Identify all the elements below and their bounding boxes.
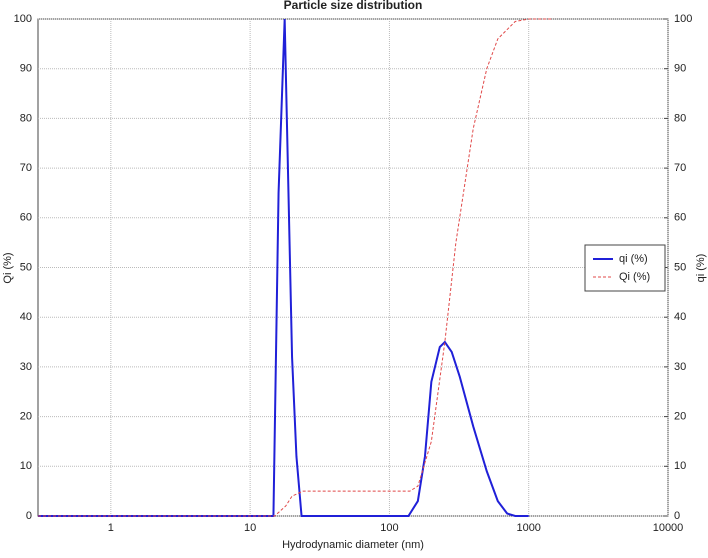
y-tick-label: 90 <box>20 63 32 75</box>
chart-title: Particle size distribution <box>284 0 423 12</box>
y2-tick-label: 60 <box>674 212 686 224</box>
x-tick-label: 1 <box>108 522 114 534</box>
y2-tick-label: 80 <box>674 112 686 124</box>
line <box>38 18 529 517</box>
y2-tick-label: 100 <box>674 13 692 25</box>
legend-box <box>584 244 666 292</box>
y-tick-label: 80 <box>20 112 32 124</box>
y-tick-label: 0 <box>26 510 32 522</box>
x-tick-label: 10000 <box>653 522 684 534</box>
y-tick-label: 50 <box>20 261 32 273</box>
y-tick-label: 40 <box>20 311 32 323</box>
legend-label: Qi (%) <box>619 271 650 283</box>
x-axis-label: Hydrodynamic diameter (nm) <box>282 539 424 551</box>
y2-tick-label: 70 <box>674 162 686 174</box>
y-tick-label: 30 <box>20 361 32 373</box>
y-axis-label: Qi (%) <box>2 252 14 283</box>
y2-axis-label: qi (%) <box>695 254 707 283</box>
y2-tick-label: 30 <box>674 361 686 373</box>
y-tick-label: 100 <box>14 13 32 25</box>
y2-tick-label: 20 <box>674 411 686 423</box>
x-tick-label: 10 <box>244 522 256 534</box>
y2-tick-label: 50 <box>674 261 686 273</box>
y2-tick-label: 40 <box>674 311 686 323</box>
x-tick-label: 100 <box>380 522 398 534</box>
y2-tick-label: 10 <box>674 460 686 472</box>
y-tick-label: 20 <box>20 411 32 423</box>
x-tick-label: 1000 <box>516 522 540 534</box>
y2-tick-label: 0 <box>674 510 680 522</box>
legend-label: qi (%) <box>619 253 648 265</box>
y-tick-label: 10 <box>20 460 32 472</box>
line <box>38 18 554 517</box>
y-tick-label: 60 <box>20 212 32 224</box>
y2-tick-label: 90 <box>674 63 686 75</box>
y-tick-label: 70 <box>20 162 32 174</box>
